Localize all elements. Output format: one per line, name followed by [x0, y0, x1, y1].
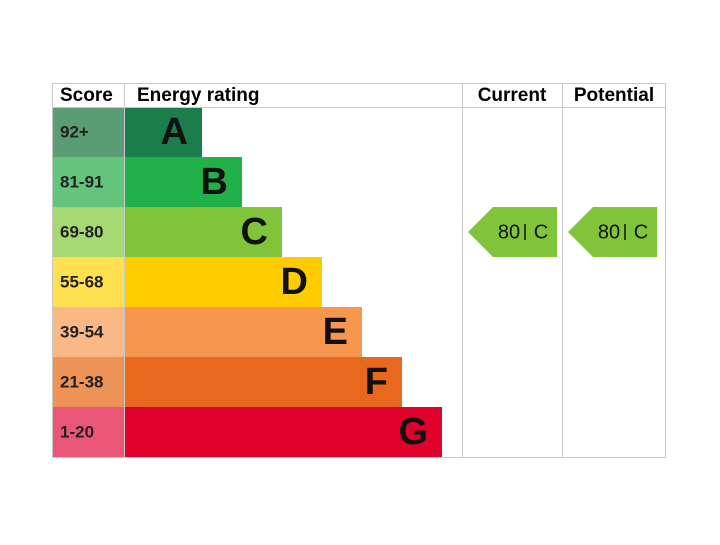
- score-cell: [52, 407, 124, 457]
- score-cell: [52, 157, 124, 207]
- current-letter: C: [534, 221, 548, 243]
- header-current: Current: [478, 85, 547, 106]
- score-range: 92+: [60, 122, 89, 141]
- potential-arrow: [568, 207, 657, 257]
- rating-letter: F: [365, 361, 388, 403]
- rating-letter: E: [323, 311, 348, 353]
- score-cell: [52, 107, 124, 157]
- potential-value: 80: [598, 221, 620, 243]
- rating-bar: [124, 157, 242, 207]
- potential-letter: C: [634, 221, 648, 243]
- rating-letter: C: [241, 211, 268, 253]
- rating-letter: B: [201, 161, 228, 203]
- score-range: 39-54: [60, 322, 104, 341]
- header-rating: Energy rating: [137, 85, 259, 106]
- table-border: [52, 83, 666, 458]
- rating-letter: A: [161, 111, 188, 153]
- rating-bar: [124, 207, 282, 257]
- score-cell: [52, 307, 124, 357]
- score-range: 81-91: [60, 172, 103, 191]
- rating-bar: [124, 357, 402, 407]
- rating-bar: [124, 407, 442, 457]
- rating-bar: [124, 107, 202, 157]
- rating-letter: G: [398, 411, 428, 453]
- score-range: 1-20: [60, 422, 94, 441]
- score-range: 21-38: [60, 372, 103, 391]
- rating-letter: D: [281, 261, 308, 303]
- score-cell: [52, 257, 124, 307]
- rating-bar: [124, 307, 362, 357]
- score-cell: [52, 357, 124, 407]
- score-cell: [52, 207, 124, 257]
- current-arrow: [468, 207, 557, 257]
- header-score: Score: [60, 85, 113, 106]
- current-value: 80: [498, 221, 520, 243]
- score-range: 69-80: [60, 222, 103, 241]
- rating-bar: [124, 257, 322, 307]
- score-range: 55-68: [60, 272, 103, 291]
- header-potential: Potential: [574, 85, 654, 106]
